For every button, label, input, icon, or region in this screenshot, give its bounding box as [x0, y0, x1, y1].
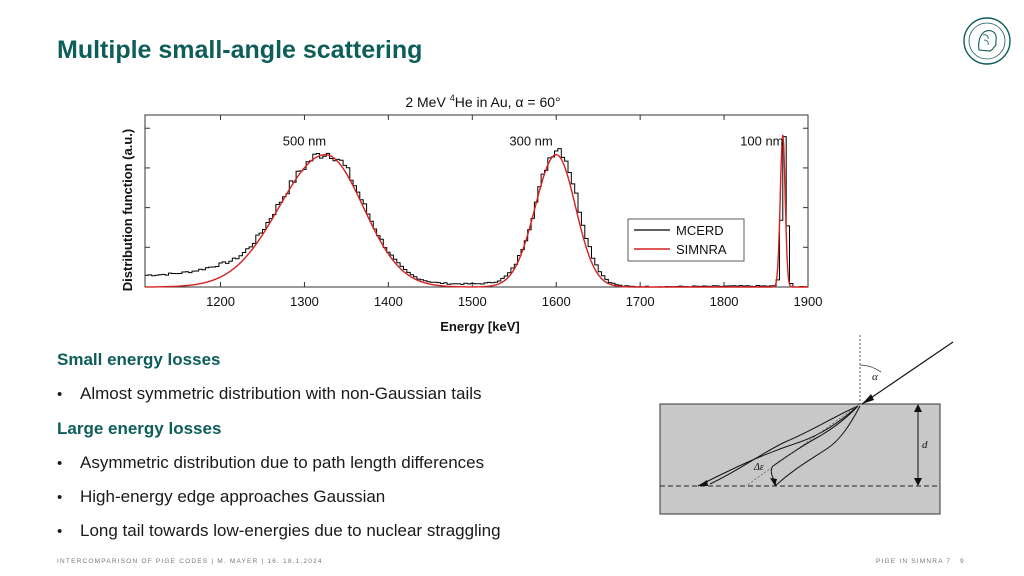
x-tick-label: 1400	[374, 294, 403, 309]
chart-legend: MCERD SIMNRA	[627, 218, 745, 262]
heading-small-losses: Small energy losses	[57, 350, 221, 369]
scattering-geometry-diagram: α Δε d	[659, 335, 954, 515]
series-line-simnra	[145, 134, 808, 288]
institute-logo	[963, 17, 1011, 65]
legend-label-simnra: SIMNRA	[676, 242, 727, 257]
energy-distribution-chart: 2 MeV 4He in Au, α = 60° 1200 1300 1400 150…	[120, 93, 823, 334]
footer-right: PIGE IN SIMNRA 7	[876, 558, 952, 565]
x-tick-label: 1900	[794, 294, 823, 309]
bullet-item: • High-energy edge approaches Gaussian	[57, 487, 386, 506]
slide-title: Multiple small-angle scattering	[57, 36, 423, 64]
x-axis-label: Energy [keV]	[440, 319, 519, 334]
peak-annotation: 100 nm	[740, 133, 783, 148]
x-tick-label: 1500	[458, 294, 487, 309]
bullet-item: • Long tail towards low-energies due to n…	[57, 521, 501, 540]
x-tick-label: 1300	[290, 294, 319, 309]
thickness-label: d	[922, 439, 928, 451]
x-tick-label: 1600	[542, 294, 571, 309]
x-tick-label: 1700	[626, 294, 655, 309]
x-tick-label: 1200	[206, 294, 235, 309]
page-number: 9	[960, 558, 965, 565]
footer-left: INTERCOMPARISON OF PIGE CODES | M. MAYER…	[57, 558, 323, 565]
peak-annotation: 300 nm	[509, 133, 552, 148]
chart-title: 2 MeV 4He in Au, α = 60°	[405, 93, 560, 110]
sample-layer	[659, 403, 941, 515]
legend-label-mcerd: MCERD	[676, 223, 724, 238]
peak-annotation: 500 nm	[283, 133, 326, 148]
y-axis-label: Distribution function (a.u.)	[120, 129, 135, 291]
bullet-item: • Asymmetric distribution due to path len…	[57, 453, 485, 472]
bullet-item: • Almost symmetric distribution with non-…	[57, 384, 482, 403]
heading-large-losses: Large energy losses	[57, 419, 222, 438]
incident-beam	[861, 341, 954, 405]
x-tick-label: 1800	[710, 294, 739, 309]
alpha-label: α	[872, 371, 878, 383]
series-line-mcerd	[145, 136, 807, 288]
delta-epsilon-label: Δε	[753, 462, 764, 473]
